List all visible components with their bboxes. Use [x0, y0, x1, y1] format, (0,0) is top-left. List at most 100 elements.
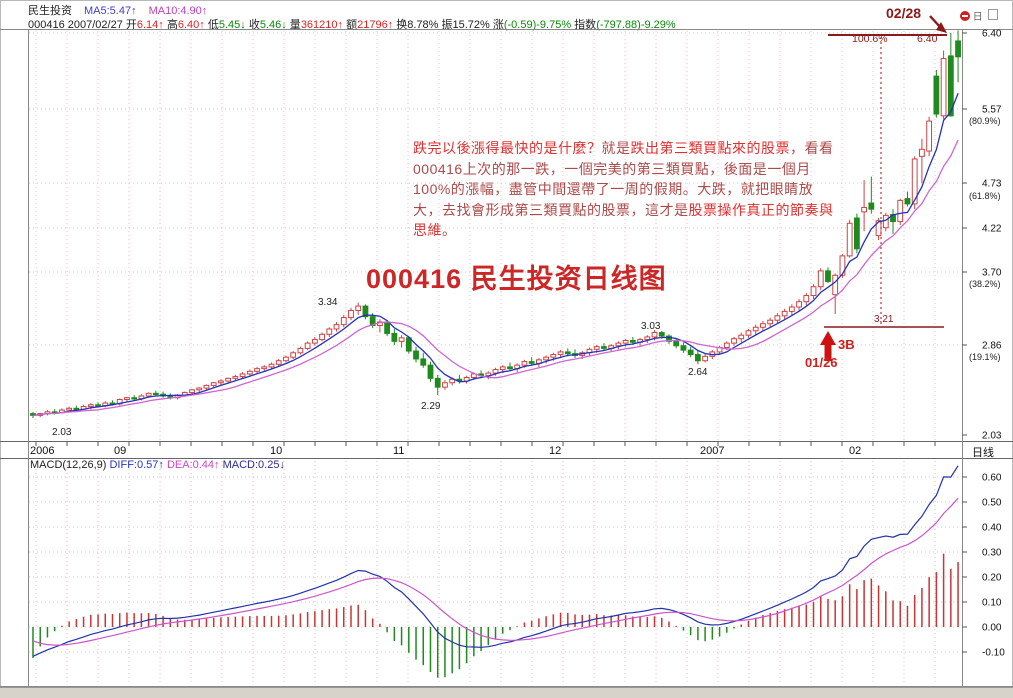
candle-down	[687, 349, 694, 356]
x-axis-label: 09	[114, 445, 126, 457]
candle-up	[283, 356, 289, 362]
candle-up	[268, 363, 275, 368]
price-label: 2.86	[982, 341, 1002, 352]
candle-up	[861, 206, 868, 213]
candle-down	[601, 346, 607, 349]
macd-scale-label: 0.40	[982, 523, 1002, 534]
macd-scale-label: 0.00	[982, 623, 1002, 634]
quote-segment: 收	[245, 19, 260, 31]
diff-line	[32, 465, 959, 657]
ma5-line	[32, 93, 959, 417]
quote-segment: 指数	[571, 19, 597, 31]
candle-down	[362, 305, 369, 318]
corner-label: 日	[972, 12, 983, 23]
candle-up	[803, 295, 810, 303]
x-axis-label: 10	[270, 445, 282, 457]
marker-icon[interactable]	[960, 11, 970, 21]
candle-up	[449, 378, 456, 384]
price-point-label: 2.03	[52, 427, 72, 438]
candle-up	[333, 324, 340, 330]
candle-down	[507, 366, 513, 370]
candle-up	[839, 255, 846, 276]
candle-up	[210, 382, 217, 386]
macd-scale-label: 0.60	[982, 473, 1002, 484]
candle-up	[290, 352, 297, 358]
candle-up	[738, 334, 745, 340]
candle-down	[564, 351, 571, 355]
candle-up	[940, 58, 947, 117]
rise-ratio-label: 100.6%	[852, 33, 888, 45]
macd-scale-label: 0.30	[982, 548, 1002, 559]
price-label: 4.73	[982, 179, 1002, 190]
candle-down	[413, 350, 419, 360]
annotation-segment: 跌完以後漲得最快的是什麼？	[413, 140, 602, 156]
base-price-label: 3.21	[874, 314, 894, 325]
candle-down	[629, 339, 636, 343]
candle-down	[384, 321, 391, 334]
candle-up	[622, 339, 629, 344]
candle-up	[897, 199, 904, 223]
candle-up	[557, 351, 564, 356]
price-label: 5.57	[982, 105, 1002, 116]
candle-down	[933, 75, 940, 115]
quote-segment: 000416 2007/02/27 开	[28, 19, 137, 31]
candle-down	[666, 335, 672, 342]
candle-up	[810, 286, 817, 297]
macd-header-segment: MACD(12,26,9)	[30, 459, 110, 471]
price-pct-label: (38.2%)	[969, 279, 1001, 289]
quote-line: 000416 2007/02/27 开6.14↑ 高6.40↑ 低5.45↓ 收…	[28, 16, 676, 32]
macd-scale-label: 0.20	[982, 573, 1002, 584]
candle-up	[304, 342, 311, 349]
quote-segment: 额	[343, 19, 358, 31]
quote-segment: 5.46↓	[259, 19, 287, 31]
candle-down	[955, 40, 961, 58]
candle-down	[694, 354, 701, 362]
x-axis-label: 2007	[700, 445, 724, 457]
candle-up	[319, 333, 325, 341]
candle-down	[680, 345, 687, 351]
quote-segment: 低	[204, 19, 219, 31]
candle-up	[254, 368, 260, 372]
candle-down	[420, 358, 427, 366]
candle-up	[543, 356, 550, 361]
candle-down	[904, 198, 911, 205]
quote-segment: (-0.59)-9.75%	[503, 19, 572, 31]
candle-up	[348, 310, 354, 319]
macd-header-segment: MACD:0.25↓	[219, 459, 285, 471]
bottom-strip	[0, 687, 1013, 698]
candle-up	[492, 369, 499, 374]
quote-segment: 换8.78% 振15.72% 涨	[393, 19, 504, 31]
candle-down	[947, 55, 954, 117]
price-pct-label: (19.1%)	[969, 352, 1001, 362]
candle-up	[239, 373, 246, 378]
candle-up	[644, 336, 651, 341]
macd-scale-label: -0.10	[982, 648, 1005, 659]
candle-up	[882, 214, 889, 229]
candle-up	[246, 370, 253, 375]
buy-point-label: 3B	[838, 337, 855, 352]
candle-down	[131, 397, 138, 400]
period-selector[interactable]: 日线	[972, 447, 994, 459]
candle-up	[87, 404, 94, 408]
annotation-segment: 就是	[601, 140, 631, 156]
quote-segment: 21796↑	[357, 19, 394, 31]
candle-down	[391, 332, 398, 342]
window-box-icon[interactable]	[987, 9, 998, 20]
quote-segment: (-797.88)-9.29%	[596, 19, 676, 31]
candle-up	[145, 392, 152, 397]
dea-line	[32, 497, 959, 646]
x-axis-label: 2006	[30, 445, 54, 457]
quote-segment: 6.14↑	[136, 19, 164, 31]
price-label: 2.03	[982, 431, 1002, 442]
candle-down	[825, 270, 831, 282]
candle-down	[528, 361, 535, 364]
corner-controls[interactable]: 日	[960, 8, 1010, 24]
candle-down	[369, 316, 376, 326]
candle-up	[232, 376, 239, 379]
price-label: 4.22	[982, 224, 1002, 235]
candle-up	[774, 315, 781, 321]
info-line1: 民生投资 MA5:5.47↑ MA10:4.90↑	[28, 2, 219, 18]
candle-down	[427, 364, 434, 379]
